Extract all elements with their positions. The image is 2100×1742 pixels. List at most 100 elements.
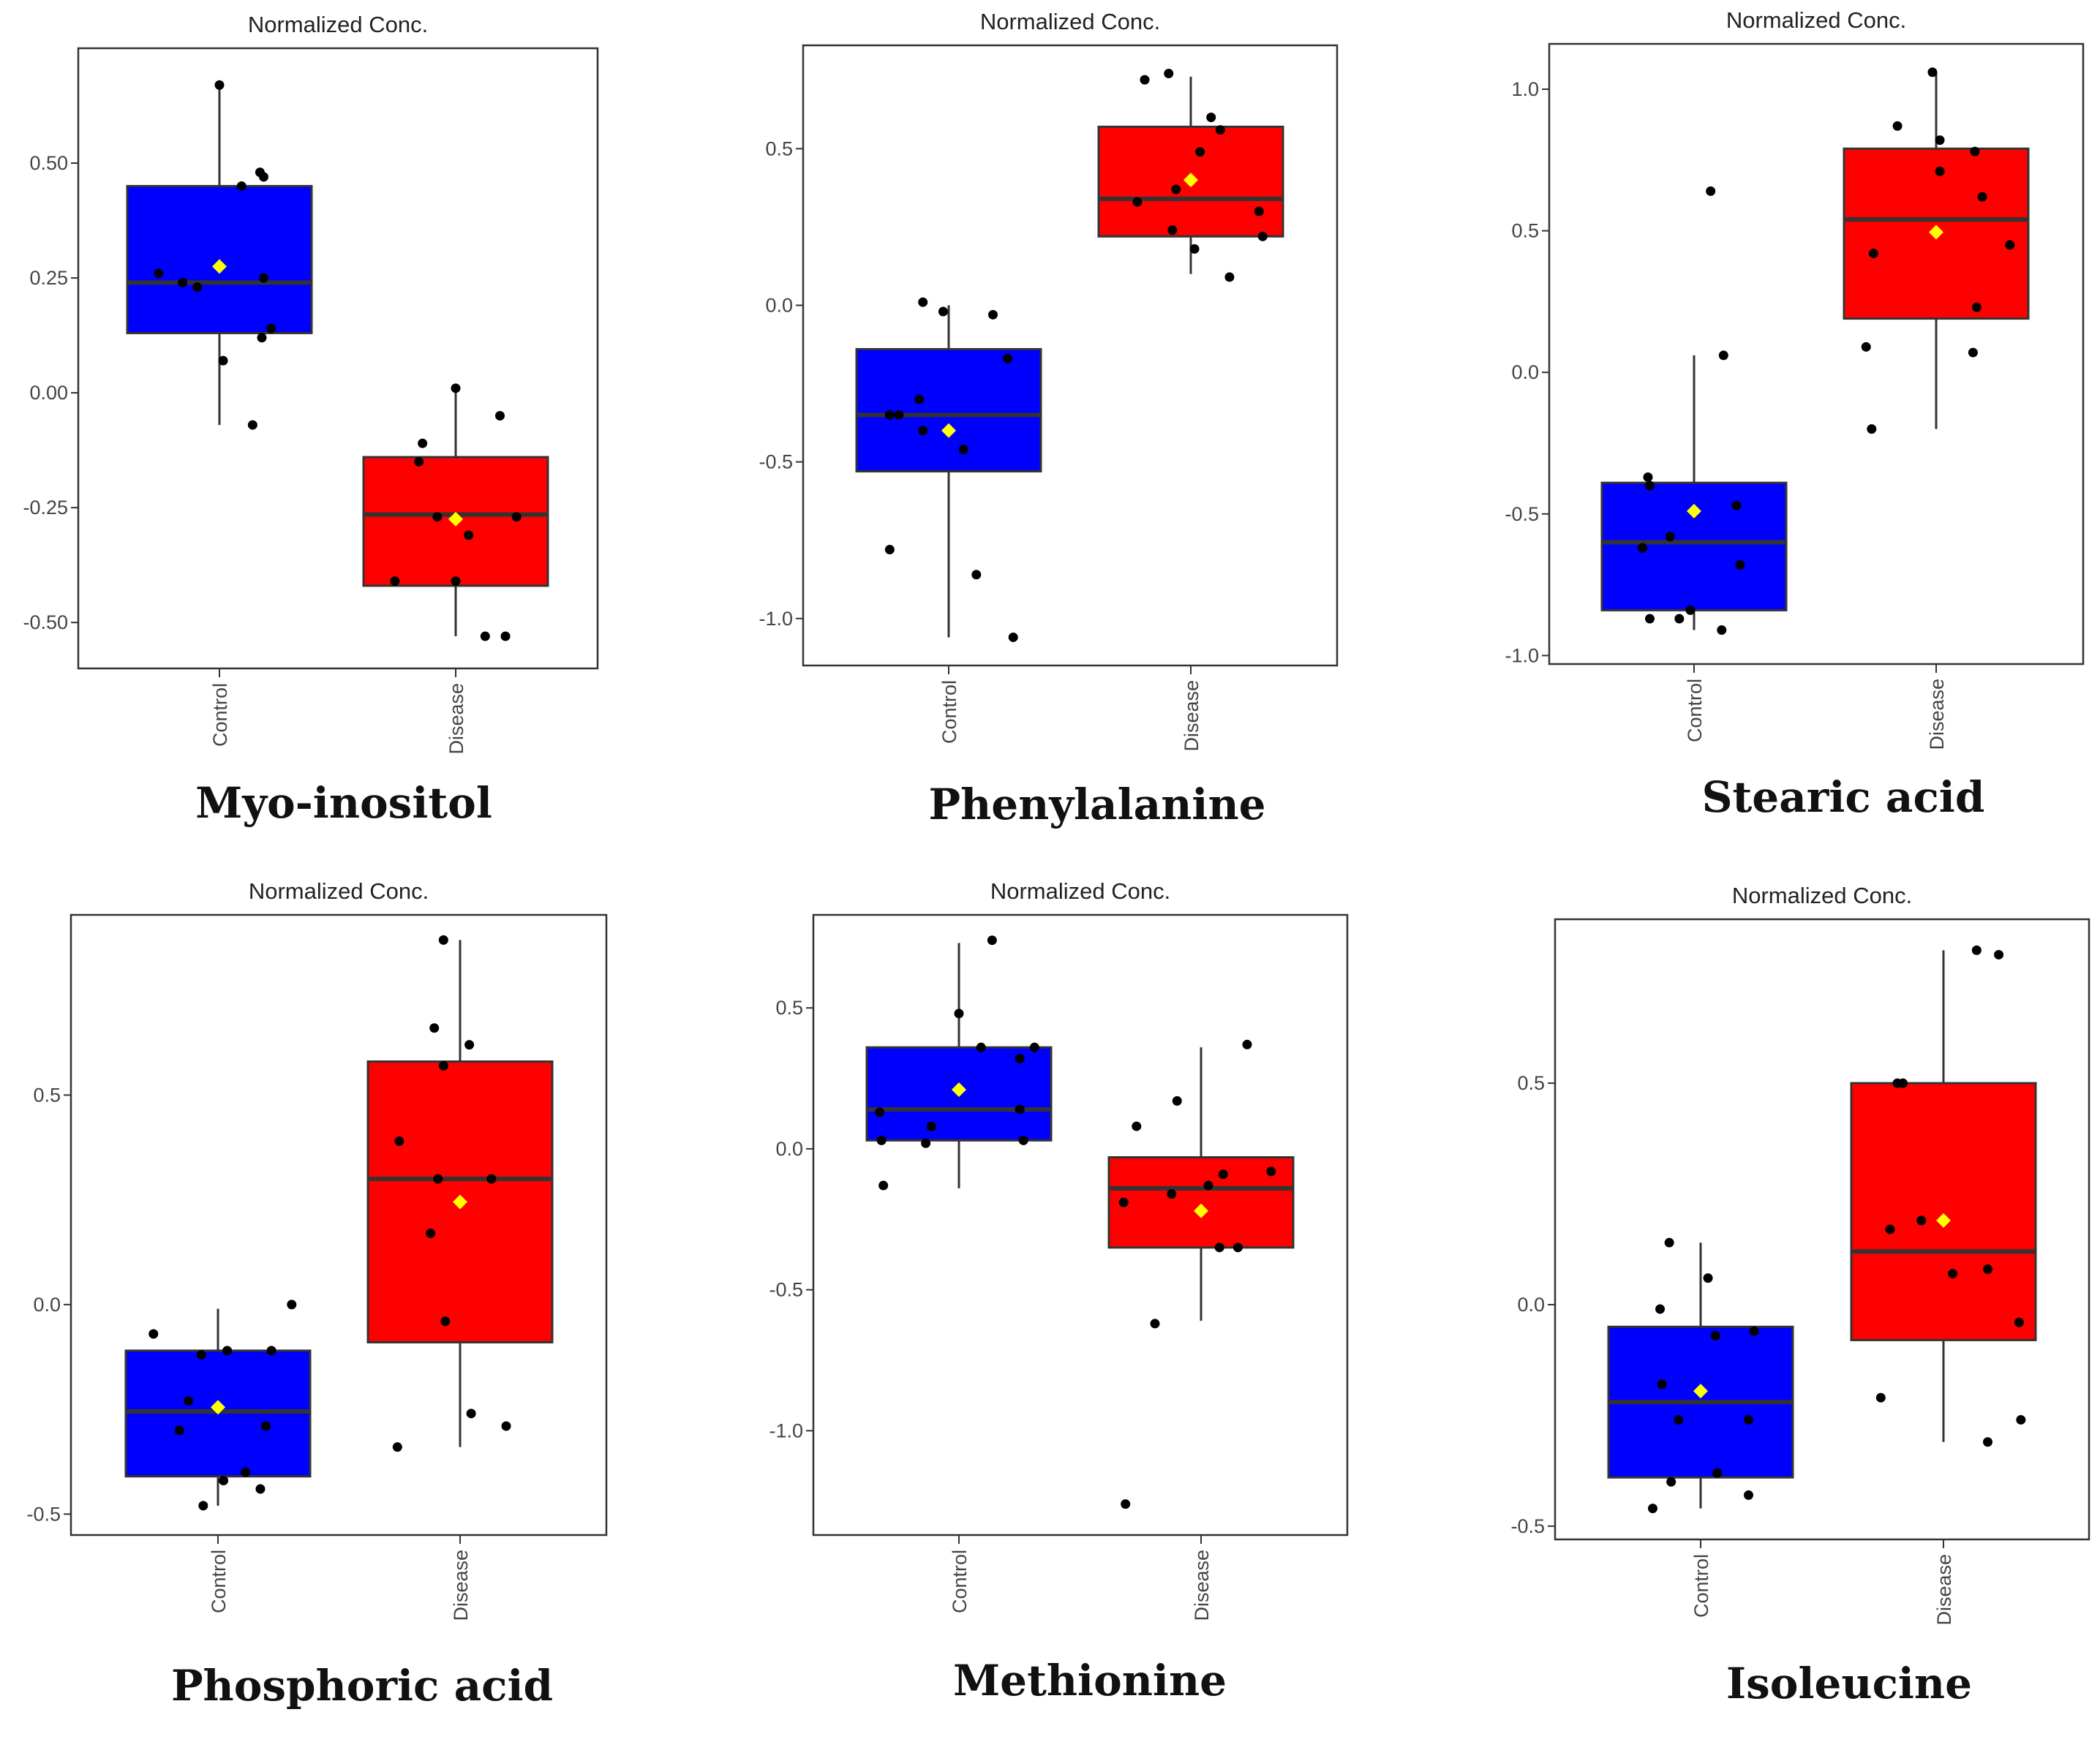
data-point: [1645, 614, 1655, 624]
data-point: [1647, 1504, 1657, 1514]
data-point: [1232, 1243, 1243, 1253]
mean-marker: [1936, 1213, 1951, 1228]
data-point: [1121, 1499, 1131, 1509]
data-point: [192, 282, 203, 293]
data-point: [1206, 113, 1216, 123]
data-point: [218, 355, 228, 366]
data-point: [926, 1121, 936, 1131]
data-point: [971, 570, 982, 580]
plot-title: Normalized Conc.: [980, 9, 1160, 34]
data-point: [1172, 1096, 1182, 1106]
data-point: [390, 576, 400, 587]
data-point: [1171, 184, 1181, 195]
data-point: [1982, 1264, 1992, 1275]
data-point: [1892, 1078, 1903, 1088]
data-point: [464, 530, 474, 540]
data-point: [1118, 1197, 1129, 1207]
y-tick-label: 0.5: [33, 1084, 61, 1106]
data-point: [511, 512, 522, 522]
data-point: [148, 1329, 159, 1339]
data-point: [918, 426, 928, 436]
y-tick-label: -0.5: [1505, 503, 1539, 525]
data-point: [184, 1396, 194, 1406]
data-point: [1710, 1330, 1720, 1341]
data-point: [938, 306, 948, 317]
data-point: [247, 420, 257, 430]
box-disease: [1107, 1155, 1295, 1249]
data-point: [954, 1008, 964, 1019]
y-tick-label: -0.5: [26, 1503, 61, 1525]
plot-title: Normalized Conc.: [1732, 883, 1912, 908]
y-tick-label: 0.5: [1517, 1072, 1545, 1094]
x-tick-label-disease: Disease: [1933, 1554, 1955, 1626]
data-point: [261, 1421, 271, 1431]
data-point: [480, 631, 490, 641]
panel-isoleucine: Normalized Conc. 0.5 0.0 -0.5 Control Disease…: [1510, 883, 2090, 1708]
y-tick-label: -1.0: [759, 608, 793, 630]
data-point: [894, 410, 904, 420]
data-point: [429, 1023, 440, 1033]
y-tick-label: 0.0: [1517, 1294, 1545, 1316]
compound-title: Phenylalanine: [928, 780, 1265, 829]
data-point: [1706, 186, 1716, 196]
data-point: [1008, 632, 1018, 642]
data-point: [1735, 559, 1745, 570]
data-point: [1685, 605, 1696, 615]
mean-marker: [1693, 1384, 1708, 1399]
data-point: [914, 394, 925, 404]
y-tick-label: -1.0: [769, 1419, 803, 1441]
data-point: [2016, 1414, 2026, 1425]
data-point: [1744, 1414, 1754, 1425]
y-tick-label: 0.0: [765, 294, 793, 316]
box-control: [855, 347, 1042, 472]
data-point: [921, 1138, 931, 1148]
data-point: [1150, 1319, 1160, 1329]
data-point: [1674, 1414, 1684, 1425]
data-point: [1674, 614, 1685, 624]
data-point: [258, 172, 268, 182]
data-point: [266, 1346, 276, 1356]
mean-marker: [448, 511, 463, 527]
mean-marker: [1194, 1203, 1208, 1218]
data-point: [1916, 1215, 1927, 1226]
compound-title: Phosphoric acid: [171, 1661, 553, 1711]
data-point: [2005, 240, 2015, 250]
data-point: [394, 1136, 404, 1146]
data-point: [1703, 1273, 1713, 1283]
data-point: [1218, 1169, 1228, 1180]
plot-title: Normalized Conc.: [248, 12, 428, 37]
y-tick-label: 0.5: [765, 137, 793, 159]
data-point: [918, 297, 928, 307]
data-point: [432, 512, 443, 522]
data-point: [1655, 1304, 1666, 1314]
data-point: [1657, 1379, 1667, 1390]
y-tick-label: 0.00: [29, 382, 68, 404]
y-tick-label: 0.0: [33, 1294, 61, 1316]
data-point: [1195, 147, 1205, 157]
data-point: [1643, 472, 1653, 482]
mean-marker: [1183, 173, 1198, 188]
y-tick-label: -0.5: [759, 451, 793, 473]
data-point: [1214, 1243, 1224, 1253]
data-point: [1927, 67, 1938, 78]
data-point: [257, 333, 267, 343]
data-point: [958, 444, 968, 454]
data-point: [255, 1484, 266, 1494]
mean-marker: [212, 259, 227, 274]
data-point: [222, 1346, 233, 1356]
data-point: [1015, 1054, 1025, 1064]
data-point: [884, 545, 895, 555]
data-point: [1167, 1189, 1177, 1199]
x-tick-label-disease: Disease: [1181, 680, 1203, 752]
x-tick-label-control: Control: [209, 683, 231, 747]
data-point: [1645, 480, 1655, 491]
data-point: [236, 181, 246, 191]
plot-title: Normalized Conc.: [990, 878, 1170, 904]
data-point: [174, 1425, 184, 1436]
data-point: [875, 1107, 885, 1117]
data-point: [486, 1174, 497, 1184]
data-point: [501, 1421, 511, 1431]
data-point: [1868, 249, 1878, 259]
